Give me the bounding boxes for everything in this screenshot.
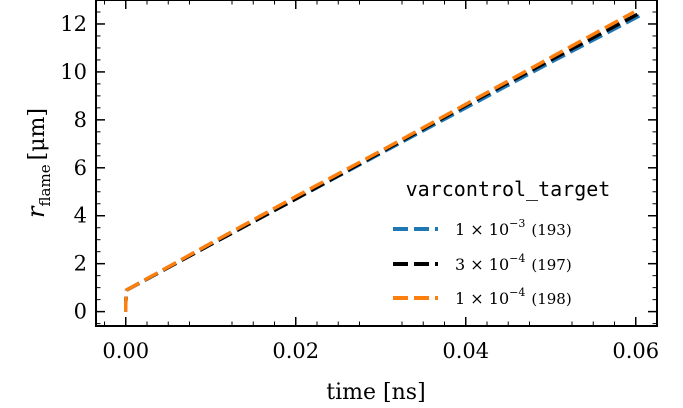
series-line-3	[124, 10, 635, 312]
x-tick-label: 0.02	[272, 339, 319, 363]
legend-label-2-mant: 3 × 10	[455, 255, 509, 274]
x-tick-label: 0.06	[612, 339, 659, 363]
y-axis-label: rflame [μm]	[22, 108, 54, 218]
y-axis-label-sub: flame	[36, 164, 54, 206]
legend-label-3-count: (198)	[531, 290, 571, 308]
y-tick-label: 2	[74, 252, 87, 276]
legend-label-2-exp: −4	[509, 252, 525, 265]
legend-label-1-count: (193)	[531, 221, 571, 239]
legend-label-2-count: (197)	[531, 256, 571, 274]
y-tick-label: 12	[60, 12, 87, 36]
y-tick-label: 4	[74, 204, 87, 228]
tick-layer: 0.00 0.02 0.04 0.06 0 2 4 6 8 10 12	[60, 0, 659, 363]
legend-label-1-exp: −3	[509, 217, 525, 230]
y-tick-label: 8	[74, 108, 87, 132]
y-axis-label-main: r	[22, 205, 50, 218]
legend: varcontrol_target 1 × 10−3 (193) 3 × 10−4…	[393, 177, 610, 308]
series-layer	[124, 10, 641, 312]
legend-label-1: 1 × 10−3 (193)	[455, 217, 572, 239]
y-axis-label-unit: [μm]	[25, 108, 50, 160]
y-tick-label: 10	[60, 60, 87, 84]
x-axis-label: time [ns]	[326, 380, 425, 405]
legend-label-3-exp: −4	[509, 286, 525, 299]
plot-frame	[95, 0, 658, 327]
legend-label-3: 1 × 10−4 (198)	[455, 286, 572, 308]
x-tick-label: 0.04	[442, 339, 489, 363]
legend-label-2: 3 × 10−4 (197)	[455, 252, 572, 274]
x-tick-label: 0.00	[102, 339, 149, 363]
y-tick-label: 6	[74, 156, 87, 180]
y-tick-label: 0	[74, 300, 87, 324]
legend-title: varcontrol_target	[406, 177, 611, 201]
legend-label-1-mant: 1 × 10	[455, 220, 509, 239]
legend-label-3-mant: 1 × 10	[455, 289, 509, 308]
